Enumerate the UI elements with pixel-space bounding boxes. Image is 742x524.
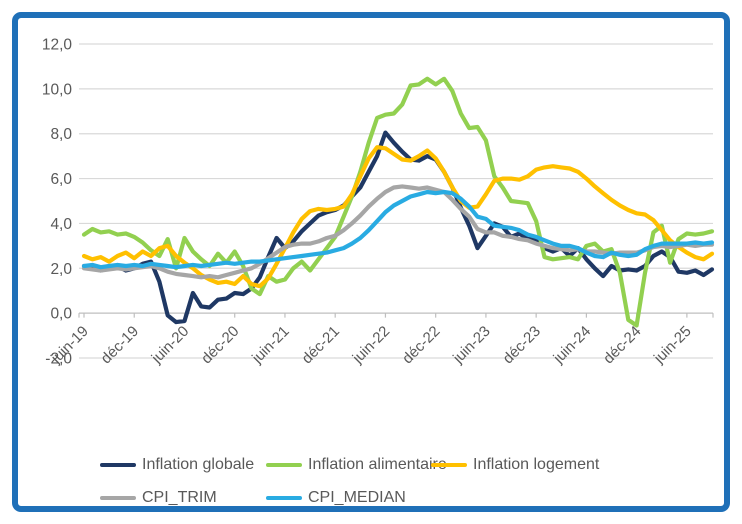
x-tick-label: déc-20 (198, 323, 242, 367)
x-tick-label: déc-21 (299, 323, 343, 367)
x-tick-label: juin-20 (148, 323, 193, 368)
x-tick-label: déc-19 (98, 323, 142, 367)
series-line-inflation-globale (81, 130, 715, 325)
cpi-trim-line-swatch (100, 495, 136, 501)
inflation-globale-line-swatch (100, 462, 136, 468)
cpi-median-line-swatch (266, 495, 302, 501)
y-tick-label: 8,0 (50, 126, 72, 143)
legend-label: Inflation logement (473, 456, 600, 473)
chart-outer-border[interactable]: 12,0 10,0 8,0 6,0 4,0 2,0 0,0 -2,0 juin-19 déc-19… (12, 12, 730, 512)
legend-label: Inflation globale (142, 456, 255, 473)
legend-label: CPI_TRIM (142, 489, 217, 506)
legend-item-cpi-trim[interactable]: CPI_TRIM (100, 489, 217, 507)
x-tick-label: juin-24 (550, 323, 595, 368)
x-tick-label: déc-23 (500, 323, 544, 367)
y-tick-label: 4,0 (50, 216, 72, 233)
y-tick-label: -2,0 (45, 351, 72, 368)
series-line-inflation-alimentaire (81, 76, 715, 328)
y-tick-label: 2,0 (50, 261, 72, 278)
legend-label: Inflation alimentaire (308, 456, 447, 473)
x-tick-label: juin-21 (248, 323, 293, 368)
legend-item-inflation-alimentaire[interactable]: Inflation alimentaire (266, 456, 447, 474)
x-tick-label: juin-25 (650, 323, 695, 368)
legend-item-cpi-median[interactable]: CPI_MEDIAN (266, 489, 406, 507)
series-line-cpi-median (81, 189, 715, 270)
legend-item-inflation-logement[interactable]: Inflation logement (431, 456, 599, 474)
y-tick-label: 0,0 (50, 306, 72, 323)
y-tick-label: 10,0 (42, 81, 73, 98)
inflation-alimentaire-line-swatch (266, 462, 302, 468)
y-tick-label: 6,0 (50, 171, 72, 188)
x-tick-label: juin-23 (449, 323, 494, 368)
legend-item-inflation-globale[interactable]: Inflation globale (100, 456, 254, 474)
x-tick-label: juin-22 (349, 323, 394, 368)
x-tick-label: déc-22 (399, 323, 443, 367)
x-tick-label: déc-24 (600, 323, 644, 367)
y-tick-label: 12,0 (42, 37, 73, 54)
inflation-logement-line-swatch (431, 462, 467, 468)
legend-label: CPI_MEDIAN (308, 489, 406, 506)
